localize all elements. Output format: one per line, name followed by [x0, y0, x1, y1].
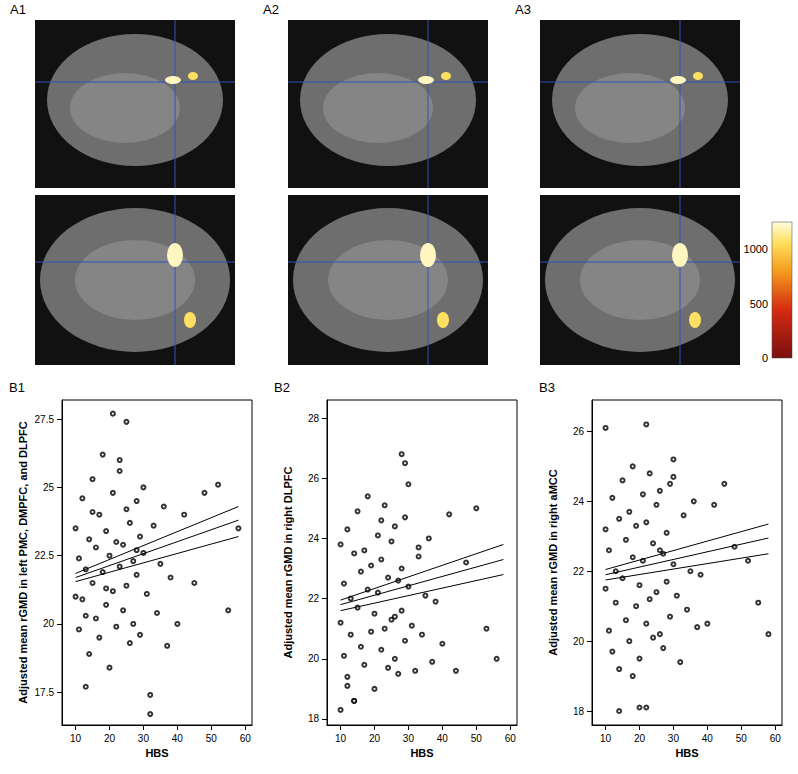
- svg-text:22: 22: [573, 566, 585, 577]
- svg-text:10: 10: [335, 733, 347, 744]
- svg-text:20: 20: [104, 733, 116, 744]
- svg-text:500: 500: [750, 298, 768, 310]
- svg-text:B1: B1: [9, 380, 25, 395]
- svg-text:40: 40: [437, 733, 449, 744]
- svg-text:24: 24: [573, 496, 585, 507]
- svg-text:HBS: HBS: [410, 747, 433, 759]
- svg-text:50: 50: [736, 733, 748, 744]
- svg-text:HBS: HBS: [145, 747, 168, 759]
- svg-text:60: 60: [770, 733, 782, 744]
- svg-text:26: 26: [573, 426, 585, 437]
- svg-text:20: 20: [573, 636, 585, 647]
- svg-text:Adjusted mean rGMD in right aM: Adjusted mean rGMD in right aMCC: [547, 469, 559, 655]
- svg-text:30: 30: [138, 733, 150, 744]
- svg-text:30: 30: [403, 733, 415, 744]
- svg-text:28: 28: [308, 413, 320, 424]
- svg-text:22: 22: [308, 593, 320, 604]
- svg-text:20: 20: [308, 653, 320, 664]
- svg-text:60: 60: [505, 733, 517, 744]
- svg-text:20: 20: [634, 733, 646, 744]
- svg-text:Adjusted mean rGMD in right DL: Adjusted mean rGMD in right DLPFC: [282, 467, 294, 659]
- svg-text:40: 40: [702, 733, 714, 744]
- svg-text:Adjusted mean rGMD in left PMC: Adjusted mean rGMD in left PMC, DMPFC, a…: [17, 421, 29, 703]
- svg-text:18: 18: [308, 713, 320, 724]
- svg-text:A1: A1: [10, 2, 26, 17]
- svg-text:20: 20: [369, 733, 381, 744]
- svg-text:0: 0: [762, 352, 768, 364]
- svg-text:18: 18: [573, 706, 585, 717]
- svg-text:22.5: 22.5: [35, 550, 55, 561]
- svg-text:1000: 1000: [744, 243, 768, 255]
- svg-text:17.5: 17.5: [35, 687, 55, 698]
- svg-text:B2: B2: [274, 380, 290, 395]
- svg-text:20: 20: [43, 618, 55, 629]
- svg-text:40: 40: [172, 733, 184, 744]
- svg-text:25: 25: [43, 482, 55, 493]
- svg-text:50: 50: [471, 733, 483, 744]
- svg-text:27.5: 27.5: [35, 414, 55, 425]
- svg-text:HBS: HBS: [675, 747, 698, 759]
- svg-text:30: 30: [668, 733, 680, 744]
- svg-text:50: 50: [206, 733, 218, 744]
- svg-text:60: 60: [240, 733, 252, 744]
- svg-text:A3: A3: [515, 2, 531, 17]
- svg-text:A2: A2: [263, 2, 279, 17]
- svg-text:24: 24: [308, 533, 320, 544]
- svg-text:B3: B3: [539, 380, 555, 395]
- svg-text:26: 26: [308, 473, 320, 484]
- svg-text:10: 10: [600, 733, 612, 744]
- svg-text:10: 10: [70, 733, 82, 744]
